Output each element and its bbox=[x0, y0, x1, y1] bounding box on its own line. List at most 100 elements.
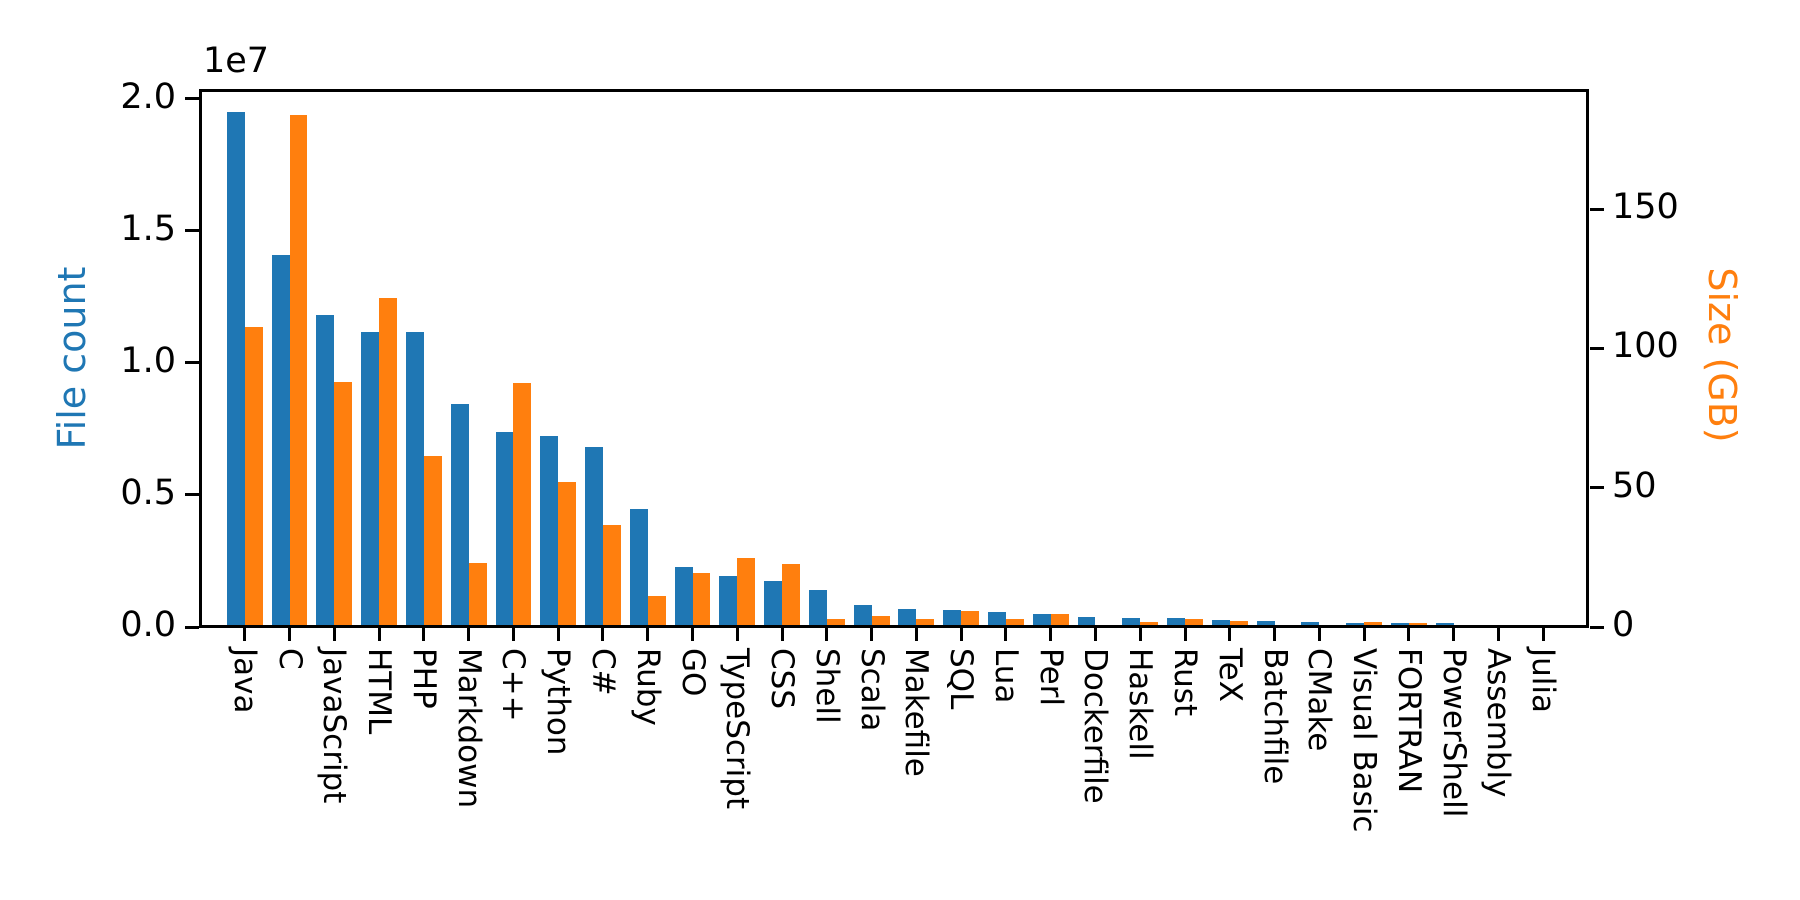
left-axis-title: File count bbox=[50, 266, 94, 450]
bar-file-count-fortran bbox=[1390, 623, 1409, 627]
x-tick-label-julia: Julia bbox=[1525, 648, 1562, 714]
left-axis-tick-label-1: 0.5 bbox=[120, 473, 176, 514]
x-tick-label-markdown: Markdown bbox=[450, 648, 487, 809]
bar-size-gb-shell bbox=[826, 618, 845, 627]
x-tick-css bbox=[780, 628, 784, 641]
x-tick-label-go: GO bbox=[674, 648, 711, 697]
bar-file-count-julia bbox=[1525, 625, 1544, 627]
bar-file-count-markdown bbox=[450, 403, 469, 627]
left-axis-tick-label-2: 1.0 bbox=[120, 341, 176, 382]
bar-size-gb-go bbox=[692, 573, 711, 627]
bar-size-gb-batchfile bbox=[1274, 625, 1293, 627]
x-tick-dockerfile bbox=[1093, 628, 1097, 641]
x-tick-makefile bbox=[914, 628, 918, 641]
bar-file-count-visual-basic bbox=[1346, 622, 1365, 627]
left-axis-tick-label-3: 1.5 bbox=[120, 209, 176, 250]
bar-size-gb-fortran bbox=[1408, 622, 1427, 627]
left-axis-tick-label-0: 0.0 bbox=[120, 605, 176, 646]
bar-size-gb-cmake bbox=[1319, 625, 1338, 627]
right-axis-tick-label-2: 100 bbox=[1612, 326, 1679, 367]
x-tick-java bbox=[243, 628, 247, 641]
bar-size-gb-haskell bbox=[1140, 621, 1159, 627]
bar-file-count-batchfile bbox=[1256, 620, 1275, 627]
bar-size-gb-julia bbox=[1543, 626, 1562, 627]
bar-file-count-css bbox=[764, 581, 783, 627]
right-axis-title: Size (GB) bbox=[1700, 267, 1744, 443]
right-axis-tick-2 bbox=[1590, 346, 1604, 350]
x-tick-label-css: CSS bbox=[764, 648, 801, 710]
x-tick-label-rust: Rust bbox=[1167, 648, 1204, 717]
bar-file-count-powershell bbox=[1435, 623, 1454, 627]
bar-size-gb-powershell bbox=[1453, 625, 1472, 627]
bar-file-count-c bbox=[271, 254, 290, 627]
bar-size-gb-markdown bbox=[468, 562, 487, 627]
bar-file-count-perl bbox=[1032, 613, 1051, 627]
x-tick-label-lua: Lua bbox=[987, 648, 1024, 704]
bar-file-count-scala bbox=[853, 604, 872, 627]
right-axis-tick-1 bbox=[1590, 486, 1604, 490]
right-axis-tick-0 bbox=[1590, 625, 1604, 629]
bar-size-gb-python bbox=[558, 482, 577, 627]
x-tick-label-javascript: JavaScript bbox=[316, 648, 353, 804]
x-tick-label-shell: Shell bbox=[808, 648, 845, 724]
x-tick-label-ruby: Ruby bbox=[629, 648, 666, 726]
bar-size-gb-c bbox=[289, 115, 308, 627]
bar-file-count-makefile bbox=[898, 609, 917, 627]
x-tick-label-tex: TeX bbox=[1211, 648, 1248, 702]
bar-file-count-lua bbox=[988, 611, 1006, 627]
bar-size-gb-java bbox=[244, 327, 263, 627]
bar-size-gb-c- bbox=[602, 524, 621, 627]
x-tick-c- bbox=[601, 628, 605, 641]
bar-size-gb-scala bbox=[871, 616, 890, 627]
x-tick-label-html: HTML bbox=[361, 648, 398, 735]
x-tick-c bbox=[288, 628, 292, 641]
bar-file-count-go bbox=[674, 567, 693, 627]
x-tick-label-perl: Perl bbox=[1032, 648, 1069, 707]
bar-file-count-rust bbox=[1167, 618, 1186, 627]
bar-size-gb-makefile bbox=[916, 618, 935, 627]
x-tick-label-cmake: CMake bbox=[1301, 648, 1338, 752]
bar-size-gb-css bbox=[782, 563, 800, 627]
bar-size-gb-tex bbox=[1229, 620, 1248, 627]
x-tick-markdown bbox=[467, 628, 471, 641]
bar-file-count-shell bbox=[808, 590, 827, 627]
x-tick-label-assembly: Assembly bbox=[1480, 648, 1517, 798]
left-axis-tick-2 bbox=[185, 361, 199, 365]
x-tick-ruby bbox=[646, 628, 650, 641]
x-tick-cmake bbox=[1317, 628, 1321, 641]
x-tick-lua bbox=[1004, 628, 1008, 641]
x-tick-label-powershell: PowerShell bbox=[1435, 648, 1472, 818]
bar-size-gb-html bbox=[379, 298, 397, 627]
bar-file-count-tex bbox=[1211, 620, 1230, 627]
left-axis-tick-1 bbox=[185, 493, 199, 497]
bar-size-gb-assembly bbox=[1498, 624, 1517, 627]
bar-size-gb-c- bbox=[513, 382, 532, 627]
x-tick-rust bbox=[1183, 628, 1187, 641]
x-tick-scala bbox=[870, 628, 874, 641]
bar-size-gb-php bbox=[423, 455, 442, 627]
x-tick-label-c-: C++ bbox=[495, 648, 532, 722]
bar-size-gb-sql bbox=[961, 611, 980, 627]
x-tick-python bbox=[556, 628, 560, 641]
x-tick-label-visual-basic: Visual Basic bbox=[1346, 648, 1383, 833]
x-tick-label-python: Python bbox=[540, 648, 577, 756]
x-tick-shell bbox=[825, 628, 829, 641]
bar-size-gb-lua bbox=[1005, 619, 1024, 627]
x-tick-perl bbox=[1049, 628, 1053, 641]
x-tick-label-batchfile: Batchfile bbox=[1256, 648, 1293, 785]
x-tick-javascript bbox=[332, 628, 336, 641]
bar-file-count-javascript bbox=[316, 315, 335, 627]
x-tick-label-typescript: TypeScript bbox=[719, 648, 756, 810]
bar-size-gb-visual-basic bbox=[1364, 621, 1383, 627]
left-axis-offset-text: 1e7 bbox=[203, 41, 270, 81]
x-tick-php bbox=[422, 628, 426, 641]
bar-file-count-typescript bbox=[719, 575, 738, 627]
right-axis-tick-3 bbox=[1590, 207, 1604, 211]
bar-size-gb-javascript bbox=[334, 382, 353, 627]
x-tick-visual-basic bbox=[1362, 628, 1366, 641]
bar-file-count-python bbox=[540, 436, 559, 627]
bar-file-count-cmake bbox=[1301, 622, 1320, 627]
bar-file-count-html bbox=[361, 331, 380, 627]
bar-file-count-assembly bbox=[1480, 624, 1499, 627]
